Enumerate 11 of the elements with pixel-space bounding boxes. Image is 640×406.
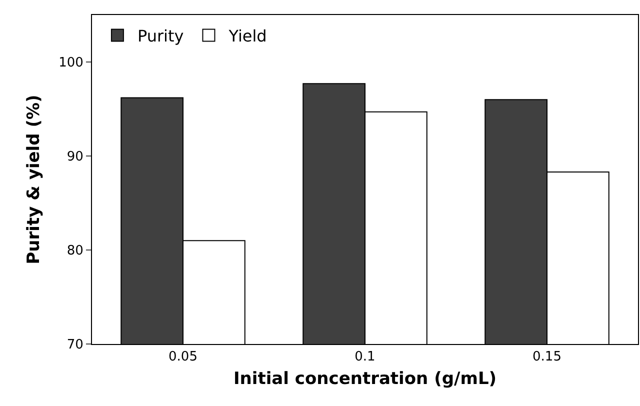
legend-label: Purity [137, 26, 184, 46]
y-tick-label: 100 [58, 56, 84, 71]
x-tick-label: 0.1 [354, 350, 376, 365]
y-axis-title: Purity & yield (%) [24, 94, 44, 264]
x-tick-label: 0.15 [532, 350, 562, 365]
x-tick-label: 0.05 [168, 350, 198, 365]
y-tick-label: 80 [66, 244, 84, 259]
x-axis-title: Initial concentration (g/mL) [233, 369, 497, 389]
y-tick-label: 90 [66, 150, 84, 165]
y-tick-label: 70 [66, 338, 84, 353]
legend-label: Yield [228, 26, 267, 46]
